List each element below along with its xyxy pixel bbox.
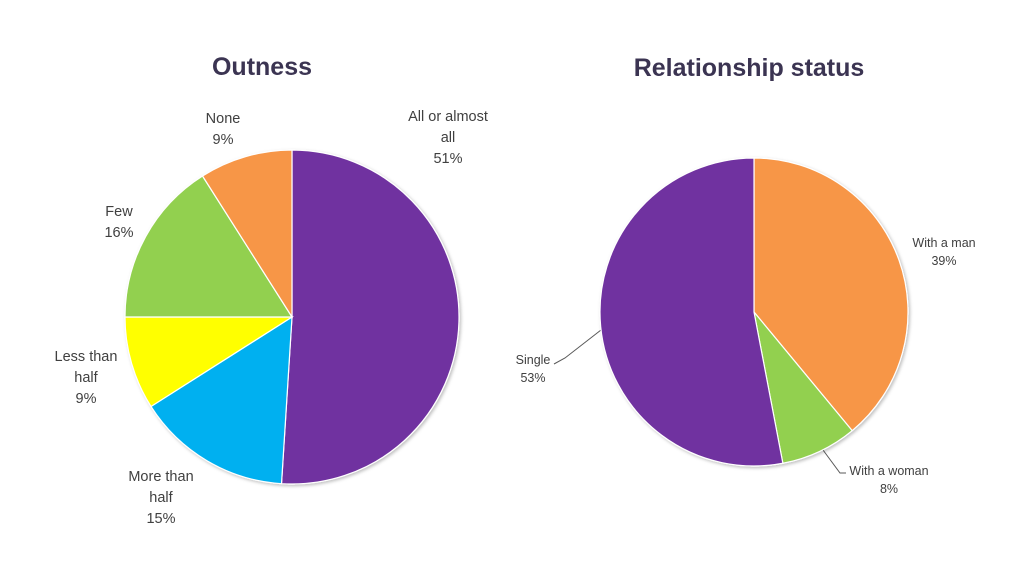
relationship-pie [599, 157, 909, 467]
slice-category-label: Single [516, 353, 551, 367]
slice-category-label: all [441, 130, 456, 146]
slice-category-label: Less than [55, 349, 118, 365]
slice-value-label: 9% [76, 391, 97, 407]
relationship-labels: With a man 39% With a woman 8% Single 53% [516, 236, 976, 496]
slice-label-few: Few 16% [104, 204, 133, 241]
relationship-chart: Relationship status With a man 39%With a … [516, 54, 976, 496]
slice-value-label: 8% [880, 482, 898, 496]
slice-value-label: 15% [146, 511, 175, 527]
slice-label-with-a-man: With a man 39% [912, 236, 975, 268]
pie-slice-less-than-half [124, 316, 295, 408]
slice-value-label: 39% [931, 254, 956, 268]
outness-chart: Outness All or almost all 51% More than half… [55, 53, 488, 527]
slice-value-label: 9% [213, 132, 234, 148]
slice-category-label: All or almost [408, 109, 488, 125]
pie-slice-more-than-half [150, 315, 293, 485]
single-leader-line [553, 329, 602, 365]
pie-slice-few [124, 175, 294, 318]
slice-category-label: None [206, 111, 241, 127]
slice-category-label: With a man [912, 236, 975, 250]
outness-labels: All or almost all 51% More than half 15% Less … [55, 109, 488, 527]
slice-value-label: 51% [433, 151, 462, 167]
slice-category-label: half [74, 370, 98, 386]
slice-label-none: None 9% [206, 111, 241, 148]
with-a-woman-leader-line [822, 449, 846, 474]
slice-value-label: 16% [104, 225, 133, 241]
outness-title: Outness [212, 53, 312, 81]
slice-value-label: 53% [520, 371, 545, 385]
slice-label-with-a-woman: With a woman 8% [849, 464, 928, 496]
slice-label-more-than-half: More than half 15% [128, 469, 193, 527]
slice-category-label: More than [128, 469, 193, 485]
outness-pie [124, 149, 460, 485]
pie-slice-all-or-almost-all [280, 149, 460, 485]
slice-category-label: half [149, 490, 173, 506]
slice-category-label: With a woman [849, 464, 928, 478]
relationship-title: Relationship status [634, 54, 865, 82]
slice-label-single: Single 53% [516, 353, 551, 385]
pie-slice-with-a-man [753, 157, 909, 432]
slice-label-all-or-almost-all: All or almost all 51% [408, 109, 488, 167]
pie-slice-single [599, 157, 784, 467]
slice-label-less-than-half: Less than half 9% [55, 349, 118, 407]
pie-slice-none [201, 149, 293, 320]
slice-category-label: Few [105, 204, 133, 220]
